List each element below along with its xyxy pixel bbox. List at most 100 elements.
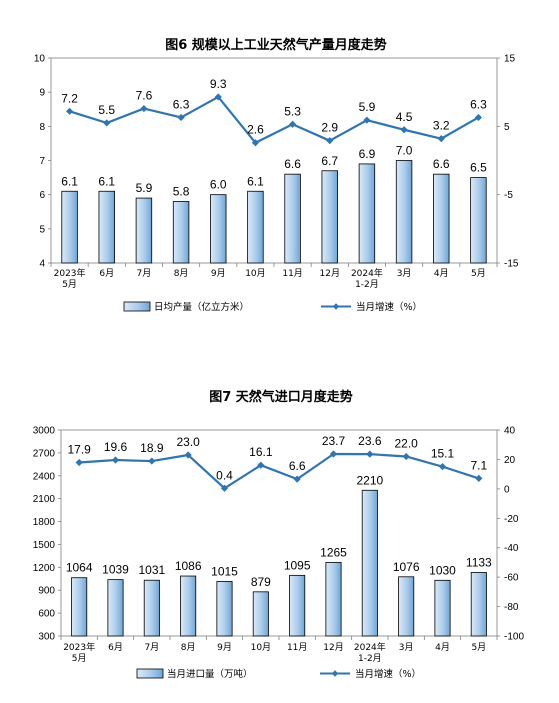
chart7-x-category-label: 2023年	[63, 641, 95, 653]
chart6-title: 图6 规模以上工业天然气产量月度走势	[165, 37, 387, 53]
chart7-bar	[434, 579, 451, 637]
chart7-growth-value-label: 17.9	[67, 443, 91, 457]
chart7-growth-point	[366, 450, 374, 458]
chart7-growth-value-label: 0.4	[216, 468, 233, 482]
chart7-growth-point	[75, 458, 83, 467]
chart7-growth-point	[148, 457, 156, 465]
chart7-bar-value-label: 1039	[102, 563, 129, 577]
chart7-growth-value-label: 23.6	[358, 434, 382, 448]
chart7-x-category-label: 7月	[144, 642, 159, 653]
chart7-growth-point	[220, 484, 229, 492]
chart6-legend-bar-label: 日均产量（亿立方米）	[154, 301, 249, 313]
chart6-bar	[470, 177, 487, 264]
chart6-bar	[247, 190, 264, 264]
chart6-bar-value-label: 6.0	[210, 178, 227, 192]
chart7-right-tick-label: 40	[504, 426, 516, 437]
chart6-left-tick-label: 6	[39, 190, 45, 201]
chart7-growth-point	[293, 475, 301, 483]
chart6-growth-value-label: 6.3	[470, 97, 487, 111]
chart7-growth-point	[475, 474, 483, 483]
chart7-bar-value-label: 1133	[466, 555, 492, 569]
chart6-growth-point	[65, 107, 74, 115]
chart7-bar-value-label: 1086	[175, 559, 202, 573]
chart7-legend-bar-swatch	[136, 668, 164, 679]
chart6-bar	[98, 190, 115, 264]
chart6-bar	[284, 173, 301, 264]
chart7-bar-value-label: 879	[251, 575, 271, 589]
chart6-bar	[210, 194, 227, 264]
chart6-growth-value-label: 5.3	[284, 104, 301, 118]
chart6-left-tick-label: 7	[39, 156, 45, 167]
chart7-bar-value-label: 1095	[284, 558, 311, 572]
chart7-bar	[143, 579, 160, 637]
chart6-growth-value-label: 6.3	[173, 97, 190, 111]
chart7-bar	[180, 575, 197, 637]
chart7-bar-value-label: 1030	[429, 563, 456, 577]
chart7-left-tick-label: 2100	[33, 494, 56, 505]
chart6-bar-value-label: 7.0	[396, 144, 413, 158]
chart6-bar	[321, 170, 338, 264]
chart7-right-tick-label: -80	[504, 602, 519, 613]
chart6-x-category-label: 2023年	[54, 267, 86, 279]
chart6-growth-value-label: 5.5	[98, 103, 115, 117]
chart7-growth-value-label: 6.6	[289, 459, 306, 473]
chart7-bar	[289, 574, 306, 637]
chart7-growth-point	[257, 461, 265, 469]
chart7-growth-point	[184, 451, 192, 459]
chart6-x-category-label: 5月	[62, 279, 77, 290]
chart7-left-tick-label: 300	[38, 632, 55, 643]
chart6-x-category-label: 1-2月	[355, 279, 379, 290]
chart6-growth-value-label: 4.5	[396, 110, 413, 124]
chart7-bar-value-label: 1265	[320, 545, 347, 559]
chart6-growth-point	[474, 113, 483, 122]
chart6-growth-value-label: 7.6	[136, 89, 153, 103]
chart6-bar	[358, 163, 376, 264]
chart7-right-tick-label: -20	[504, 514, 519, 525]
chart6-growth-value-label: 3.2	[433, 119, 450, 133]
chart6-growth-point	[326, 137, 334, 145]
chart7-x-category-label: 5月	[471, 642, 486, 653]
chart7-bar	[470, 572, 487, 637]
chart6-right-tick-label: 15	[504, 54, 516, 65]
chart7-x-category-label: 8月	[181, 642, 196, 653]
chart7-bar	[107, 579, 124, 637]
chart7-x-category-label: 10月	[251, 642, 271, 653]
chart7-x-category-label: 4月	[435, 642, 450, 653]
chart7-bar-value-label: 1064	[66, 561, 93, 575]
chart6-x-category-label: 3月	[397, 268, 412, 279]
chart6-left-tick-label: 9	[39, 88, 45, 99]
chart7-right-tick-label: -40	[504, 543, 519, 554]
chart6-bar-value-label: 6.7	[321, 154, 338, 168]
chart6-bar	[135, 197, 153, 264]
chart7-growth-value-label: 19.6	[104, 440, 128, 454]
chart6-growth-value-label: 2.6	[247, 123, 264, 137]
chart6-bar-value-label: 6.9	[359, 147, 376, 161]
chart6-growth-value-label: 7.2	[61, 91, 78, 105]
chart7-x-category-label: 11月	[287, 642, 307, 653]
chart7-left-tick-label: 1500	[33, 540, 56, 551]
chart7-legend-bar-label: 当月进口量（万吨）	[167, 668, 253, 680]
chart7-growth-value-label: 23.7	[322, 434, 346, 448]
chart6-left-tick-label: 10	[34, 54, 46, 65]
chart6-legend-bar-swatch	[123, 301, 151, 312]
chart6-growth-point	[400, 126, 408, 134]
chart7-bar	[398, 576, 415, 637]
chart7-left-tick-label: 900	[38, 586, 55, 597]
chart6-growth-value-label: 2.9	[321, 121, 338, 135]
chart6-growth-point	[363, 116, 371, 124]
chart6-growth-line	[69, 95, 479, 144]
chart6-right-tick-label: -15	[504, 259, 519, 270]
chart7-bar-value-label: 1015	[211, 564, 238, 578]
chart7-left-tick-label: 2700	[33, 448, 56, 459]
chart7-x-category-label: 2024年	[354, 641, 386, 653]
chart6-x-category-label: 6月	[99, 268, 114, 279]
chart7-growth-point	[402, 452, 410, 461]
chart7-growth-value-label: 18.9	[140, 441, 164, 455]
chart6-growth-value-label: 5.9	[359, 100, 376, 114]
chart7-bar-value-label: 1031	[138, 563, 165, 577]
chart6-x-category-label: 10月	[245, 268, 265, 279]
chart6-legend-line-marker	[332, 303, 340, 310]
chart6-left-tick-label: 4	[39, 259, 45, 270]
